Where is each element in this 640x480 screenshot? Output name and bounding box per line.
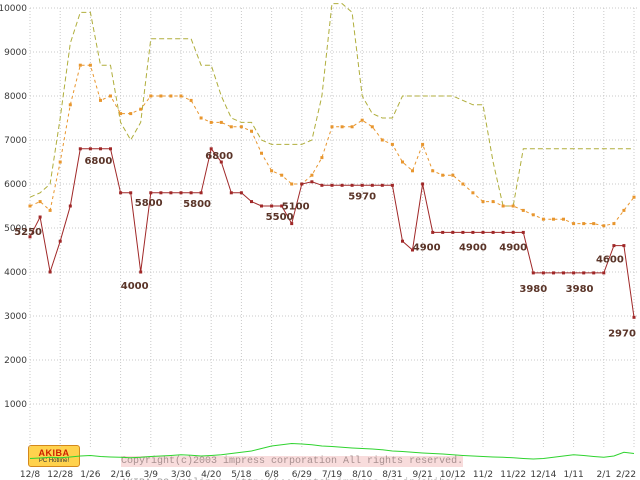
svg-text:10000: 10000 [0, 4, 27, 14]
svg-text:3980: 3980 [566, 284, 594, 295]
svg-text:5250: 5250 [14, 227, 42, 238]
svg-text:5970: 5970 [348, 191, 376, 202]
svg-text:5000: 5000 [4, 224, 27, 234]
svg-text:4000: 4000 [4, 268, 27, 278]
svg-text:12/14: 12/14 [530, 470, 556, 480]
svg-text:1/11: 1/11 [563, 470, 583, 480]
svg-text:5100: 5100 [282, 202, 310, 213]
series-lowest-price [28, 147, 636, 319]
svg-text:5500: 5500 [266, 212, 294, 223]
svg-text:8000: 8000 [4, 92, 27, 102]
svg-text:4900: 4900 [459, 242, 487, 253]
series-average-price [28, 63, 636, 228]
svg-text:11/2: 11/2 [473, 470, 493, 480]
svg-text:3000: 3000 [4, 312, 27, 322]
svg-text:1000: 1000 [4, 400, 27, 410]
logo-text-akiba: AKIBA [38, 447, 70, 458]
series-highest-price [29, 3, 634, 207]
svg-text:9000: 9000 [4, 48, 27, 58]
logo-text-pc-hotline: PC Hotline! [38, 457, 70, 464]
svg-text:4000: 4000 [121, 281, 149, 292]
svg-text:2/22: 2/22 [616, 470, 636, 480]
svg-text:11/22: 11/22 [500, 470, 526, 480]
svg-text:2970: 2970 [608, 328, 636, 339]
svg-text:6800: 6800 [205, 151, 233, 162]
y-axis-labels: 1000 2000 3000 4000 5000 6000 7000 8000 9000 1000… [0, 4, 27, 410]
svg-text:2/1: 2/1 [597, 470, 611, 480]
svg-text:6000: 6000 [4, 180, 27, 190]
svg-text:6800: 6800 [84, 156, 112, 167]
svg-text:3980: 3980 [519, 284, 547, 295]
copyright-line-1: Copyright(c)2003 impress corporation All… [121, 456, 464, 467]
svg-text:2000: 2000 [4, 356, 27, 366]
svg-text:7000: 7000 [4, 136, 27, 146]
svg-text:4900: 4900 [413, 242, 441, 253]
svg-text:4600: 4600 [596, 255, 624, 266]
copyright-line-2: AKIBA PC Hotline! http://www.watch.impre… [121, 478, 457, 480]
akiba-pc-hotline-logo: AKIBA PC Hotline! [28, 445, 80, 467]
svg-text:4900: 4900 [499, 242, 527, 253]
copyright-block: Copyright(c)2003 impress corporation All… [85, 445, 464, 480]
svg-text:5800: 5800 [183, 199, 211, 210]
grid [29, 7, 638, 448]
footer: AKIBA PC Hotline! Copyright(c)2003 impre… [28, 445, 464, 480]
svg-text:5800: 5800 [135, 198, 163, 209]
